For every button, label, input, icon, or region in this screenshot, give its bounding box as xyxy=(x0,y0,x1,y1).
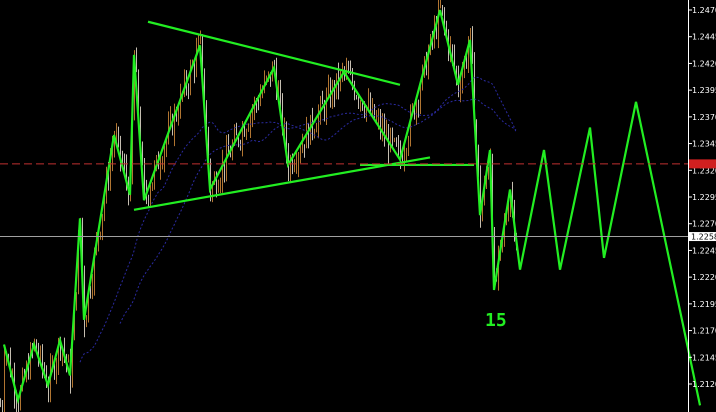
annotation-15: 15 xyxy=(485,310,507,331)
current-price-box xyxy=(689,232,716,242)
price-axis: 1.2470 1.2445 1.2420 1.2395 1.2370 1.2345 1.23… xyxy=(688,6,716,389)
trendline-upper-line xyxy=(147,20,401,86)
current-price-label: 1.2258 xyxy=(691,233,716,242)
y-tick-label: 1.2120 xyxy=(692,380,716,389)
y-tick-label: 1.2245 xyxy=(692,246,716,255)
zigzag-lines xyxy=(2,9,702,406)
y-tick-label: 1.2420 xyxy=(692,59,716,68)
y-tick-label: 1.2470 xyxy=(692,6,716,15)
y-tick-label: 1.2445 xyxy=(692,33,716,42)
y-tick-label: 1.2320 xyxy=(692,166,716,175)
moving-average-line xyxy=(79,76,517,363)
y-tick-label: 1.2345 xyxy=(692,140,716,149)
y-tick-label: 1.2195 xyxy=(692,300,716,309)
y-tick-label: 1.2145 xyxy=(692,353,716,362)
y-tick-label: 1.2370 xyxy=(692,113,716,122)
alert-price-label xyxy=(689,159,716,169)
y-tick-label: 1.2170 xyxy=(692,327,716,336)
y-tick-label: 1.2395 xyxy=(692,86,716,95)
zigzag-line xyxy=(2,9,702,406)
y-tick-label: 1.2220 xyxy=(692,273,716,282)
moving-averages xyxy=(79,76,517,363)
candles xyxy=(0,0,517,412)
y-tick-label: 1.2295 xyxy=(692,193,716,202)
trendline-lower-line xyxy=(133,156,431,211)
y-tick-label: 1.2270 xyxy=(692,220,716,229)
